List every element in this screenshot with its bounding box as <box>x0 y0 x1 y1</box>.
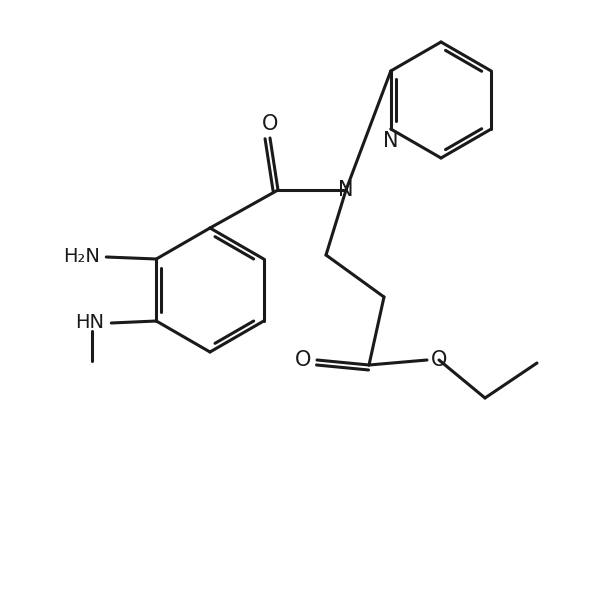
Text: N: N <box>383 131 398 151</box>
Text: N: N <box>338 180 354 200</box>
Text: O: O <box>431 350 447 370</box>
Text: O: O <box>262 114 278 134</box>
Text: HN: HN <box>76 313 104 332</box>
Text: O: O <box>295 350 311 370</box>
Text: H₂N: H₂N <box>64 247 100 266</box>
